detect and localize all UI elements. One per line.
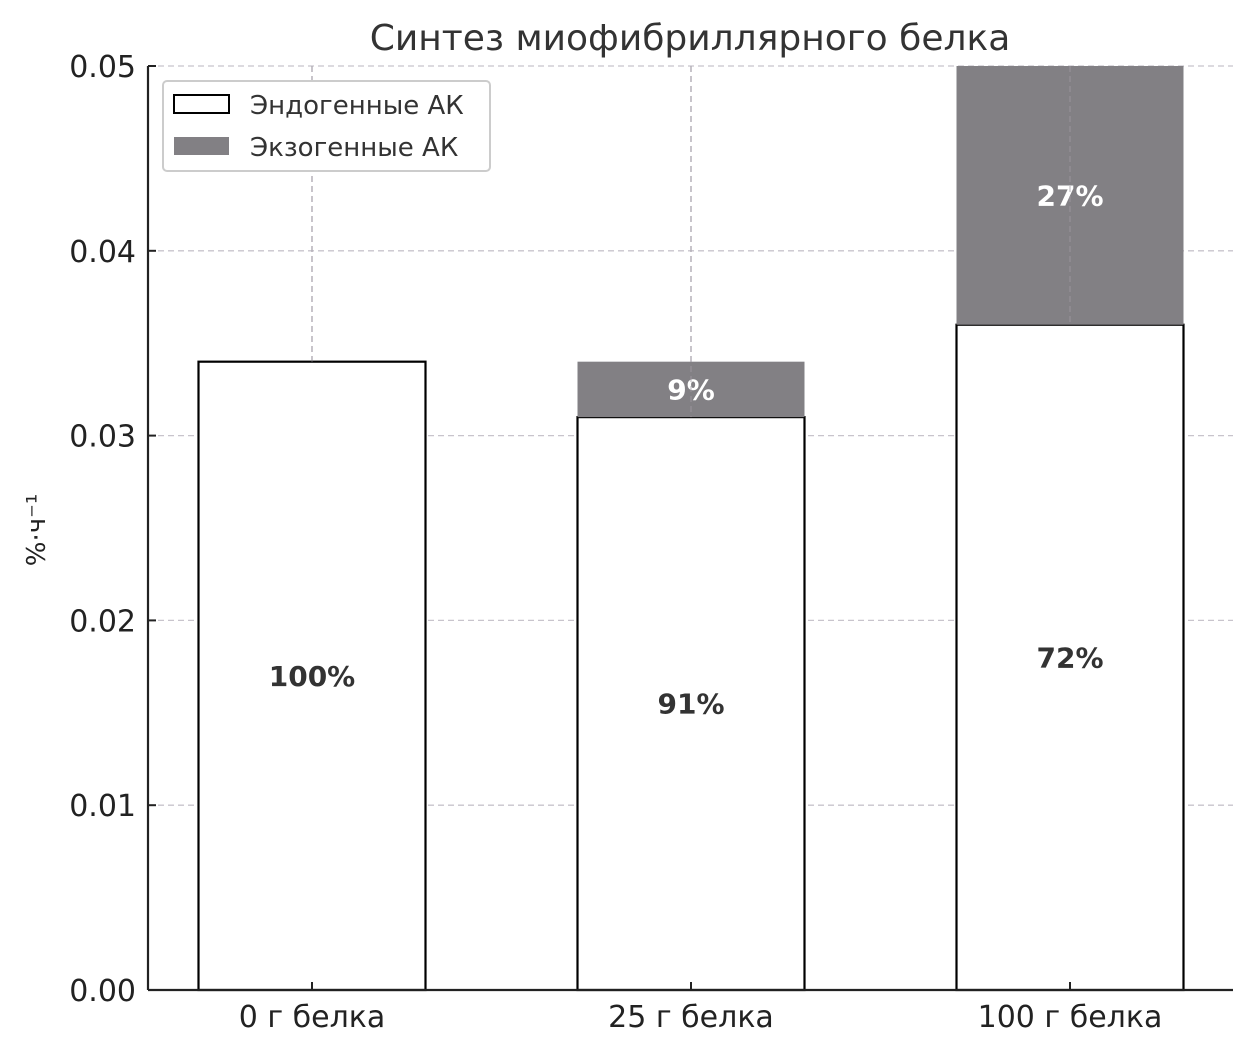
axes: 0.00 0.01 0.02 0.03 0.04 0.05 0 г белка 25 г бе… xyxy=(69,50,1233,1035)
y-tick-label: 0.01 xyxy=(69,789,136,824)
bar-label-endogenous: 100% xyxy=(269,660,356,693)
x-tick-label: 25 г белка xyxy=(608,1000,774,1035)
y-tick-label: 0.00 xyxy=(69,974,136,1009)
x-tick-label: 0 г белка xyxy=(239,1000,386,1035)
legend-label-exogenous: Экзогенные АК xyxy=(250,133,458,163)
y-axis-label: %·ч⁻¹ xyxy=(22,494,52,566)
legend-swatch-endogenous xyxy=(173,94,230,114)
bars: 100%91%9%72%27% xyxy=(197,66,1185,992)
chart-title: Синтез миофибриллярного белка xyxy=(370,18,1011,59)
bar-label-endogenous: 91% xyxy=(657,688,724,721)
legend-box xyxy=(162,80,491,172)
legend-swatch-exogenous xyxy=(174,137,229,155)
x-tick-label: 100 г белка xyxy=(978,1000,1163,1035)
y-tick-label: 0.02 xyxy=(69,604,136,639)
bar-label-endogenous: 72% xyxy=(1036,641,1103,674)
bar-endogenous xyxy=(197,360,427,992)
legend: Эндогенные АК Экзогенные АК xyxy=(162,80,491,172)
grid-overlay xyxy=(311,66,1071,418)
bar-endogenous xyxy=(955,323,1185,992)
legend-label-endogenous: Эндогенные АК xyxy=(250,91,464,121)
y-tick-label: 0.05 xyxy=(69,50,136,85)
y-tick-label: 0.04 xyxy=(69,235,136,270)
y-tick-label: 0.03 xyxy=(69,420,136,455)
